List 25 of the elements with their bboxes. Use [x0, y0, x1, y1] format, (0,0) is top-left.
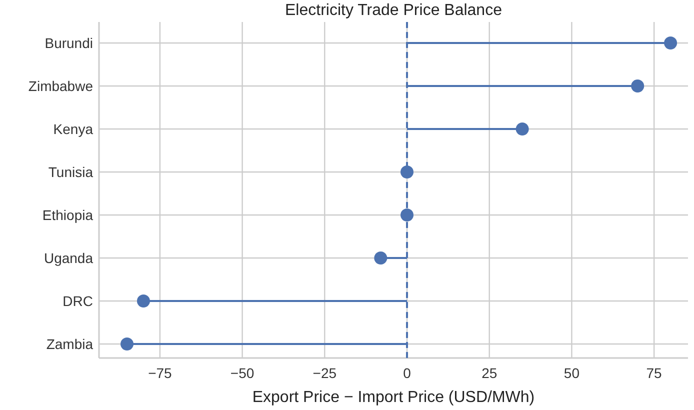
x-tick-label: 75	[646, 365, 662, 381]
y-tick-label: Burundi	[44, 35, 93, 51]
point	[374, 252, 388, 264]
point	[400, 208, 414, 222]
x-axis-title: Export Price − Import Price (USD/MWh)	[252, 389, 535, 406]
y-tick-label: Kenya	[53, 121, 94, 137]
x-tick-label: 25	[482, 365, 498, 381]
chart-title: Electricity Trade Price Balance	[285, 2, 502, 19]
point	[136, 294, 150, 308]
y-tick-label: Ethiopia	[42, 207, 94, 223]
point	[631, 80, 644, 92]
point	[516, 122, 529, 136]
x-tick-label: 50	[564, 365, 580, 381]
point	[664, 36, 678, 50]
x-tick-label: −25	[312, 365, 337, 381]
x-tick-label: −75	[148, 365, 172, 381]
x-tick-label: 0	[403, 365, 412, 381]
y-tick-label: Zimbabwe	[28, 78, 94, 94]
x-tick-label: −50	[230, 365, 254, 381]
point	[120, 338, 134, 350]
y-tick-label: Tunisia	[48, 164, 94, 180]
y-tick-label: DRC	[62, 293, 93, 309]
y-tick-label: Uganda	[44, 250, 94, 266]
point	[400, 166, 414, 178]
y-tick-label: Zambia	[46, 336, 94, 352]
